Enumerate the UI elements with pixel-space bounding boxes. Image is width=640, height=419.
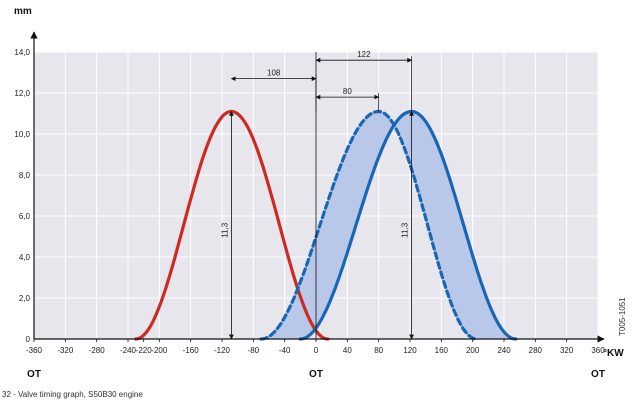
overlap-band [261, 111, 516, 339]
dimension-annotations: 108 122 80 11,3 11,3 [220, 50, 414, 340]
y-tick-label: 12,0 [14, 89, 30, 98]
x-tick-label: 120 [403, 346, 417, 355]
ot-label: OT [591, 369, 605, 380]
ot-labels: OT OT OT [27, 369, 605, 380]
y-tick-label: 10,0 [14, 130, 30, 139]
x-tick-label: -40 [279, 346, 291, 355]
lift-label: 11,3 [220, 222, 229, 238]
ot-label: OT [309, 369, 323, 380]
figure-code: T005-1051 [618, 297, 627, 336]
x-tick-label: 360 [591, 346, 605, 355]
x-tick-label: 200 [466, 346, 480, 355]
y-axis-unit: mm [14, 6, 32, 17]
x-tick-label: 320 [560, 346, 574, 355]
dimension-label: 80 [343, 87, 352, 96]
x-tick-label: 160 [435, 346, 449, 355]
x-tick-label: -200 [151, 346, 168, 355]
figure-caption: 32 - Valve timing graph, S50B30 engine [2, 390, 143, 399]
lift-label: 11,3 [401, 222, 410, 238]
x-tick-label: -360 [26, 346, 43, 355]
x-tick-label: -160 [183, 346, 200, 355]
y-tick-label: 6,0 [19, 212, 31, 221]
dimension-label: 108 [267, 69, 281, 78]
y-tick-label: 8,0 [19, 171, 31, 180]
x-tick-label: 40 [343, 346, 352, 355]
x-tick-label: 0 [314, 346, 319, 355]
x-tick-label: -220 [136, 346, 153, 355]
valve-overlap-band [261, 111, 516, 339]
x-tick-label: -120 [214, 346, 231, 355]
y-tick-label: 4,0 [19, 253, 31, 262]
lift-curve-2 [259, 109, 479, 341]
ot-label: OT [27, 369, 41, 380]
x-tick-label: -320 [57, 346, 74, 355]
x-tick-label: 80 [374, 346, 383, 355]
x-tick-label: -80 [248, 346, 260, 355]
x-tick-label: 280 [529, 346, 543, 355]
x-tick-label: -240 [120, 346, 137, 355]
y-tick-label: 2,0 [19, 294, 31, 303]
x-tick-label: 240 [497, 346, 511, 355]
tick-labels: -360 -320 -280 -240 -220 -200 -160 -120 -80 -40 0 4… [14, 48, 605, 355]
dimension-label: 122 [357, 50, 371, 59]
x-tick-label: -280 [89, 346, 106, 355]
x-axis-unit: °KW [603, 348, 624, 359]
y-tick-label: 14,0 [14, 48, 30, 57]
axes [30, 31, 605, 343]
y-tick-label: 0 [26, 335, 31, 344]
